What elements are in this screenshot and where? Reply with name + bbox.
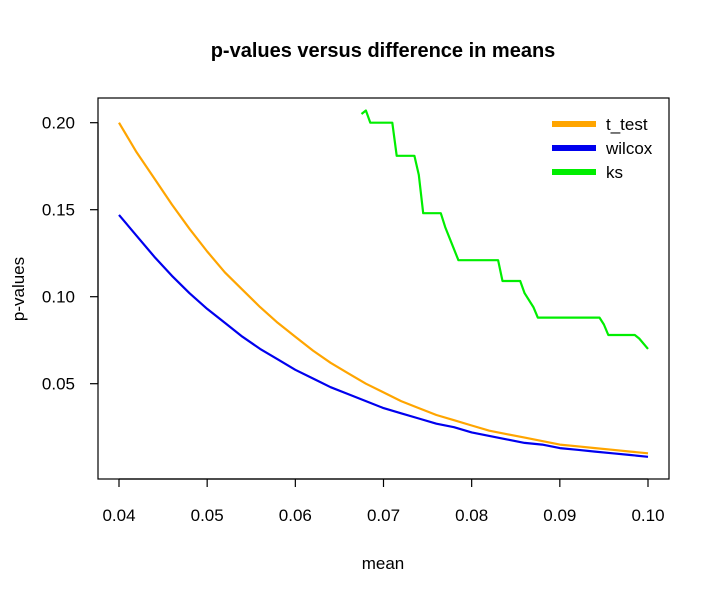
series-line-t_test — [118, 122, 649, 455]
chart-title: p-values versus difference in means — [211, 40, 556, 62]
y-tick-label: 0.10 — [42, 288, 75, 307]
y-tick-label: 0.20 — [42, 114, 75, 133]
x-tick-label: 0.09 — [543, 506, 576, 525]
legend-label-ks: ks — [606, 163, 623, 182]
x-tick-label: 0.04 — [102, 506, 135, 525]
y-tick-label: 0.15 — [42, 201, 75, 220]
x-tick-label: 0.05 — [191, 506, 224, 525]
legend-label-wilcox: wilcox — [605, 139, 653, 158]
x-tick-label: 0.07 — [367, 506, 400, 525]
x-axis: 0.04 0.05 0.06 0.07 0.08 0.09 0.10 — [102, 478, 665, 525]
series-layer — [118, 109, 649, 458]
x-axis-label: mean — [362, 554, 405, 573]
y-axis-label: p-values — [9, 257, 28, 321]
y-tick-label: 0.05 — [42, 375, 75, 394]
series-line-wilcox — [118, 214, 649, 458]
x-tick-label: 0.10 — [631, 506, 664, 525]
y-axis: 0.05 0.10 0.15 0.20 — [42, 114, 99, 394]
legend-label-t_test: t_test — [606, 115, 648, 134]
series-line-ks — [360, 109, 649, 350]
x-tick-label: 0.06 — [279, 506, 312, 525]
x-tick-label: 0.08 — [455, 506, 488, 525]
